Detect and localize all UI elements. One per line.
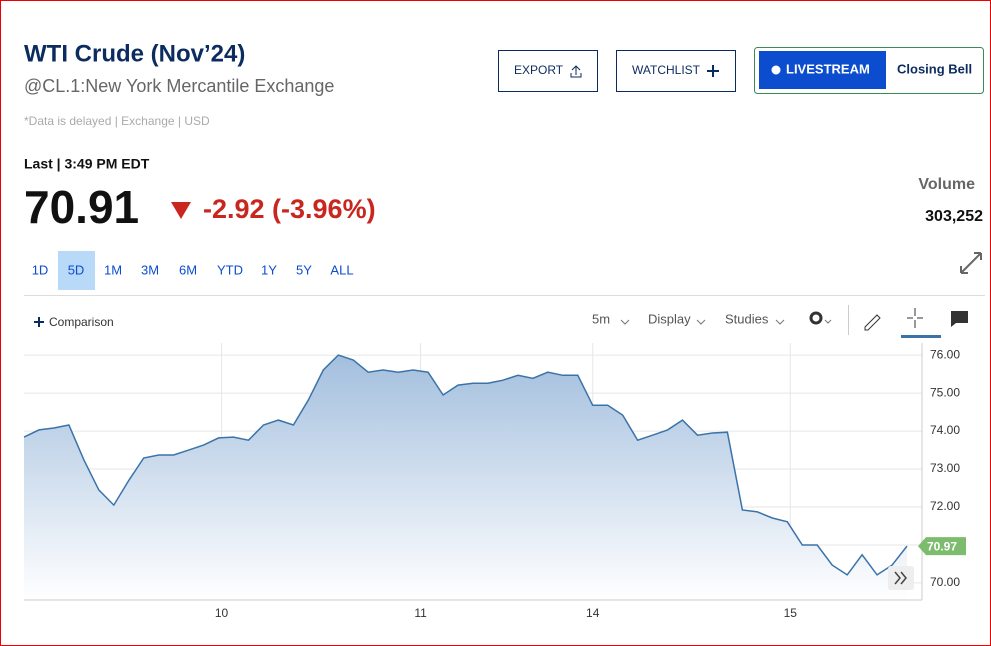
comment-icon[interactable] xyxy=(951,311,968,327)
subtitle: @CL.1:New York Mercantile Exchange xyxy=(24,76,334,96)
livestream-label[interactable]: LIVESTREAM xyxy=(786,61,870,76)
scroll-button[interactable] xyxy=(888,566,914,590)
expand-icon[interactable] xyxy=(960,252,982,274)
chart: 70.0071.0072.0073.0074.0075.0076.0010111… xyxy=(23,343,966,620)
price-line xyxy=(23,354,908,576)
comparison-icon[interactable] xyxy=(34,317,44,327)
scroll-icon[interactable] xyxy=(894,571,907,585)
x-tick-label: 14 xyxy=(586,606,600,620)
down-arrow xyxy=(171,202,191,219)
range-tab[interactable]: ALL xyxy=(330,262,353,277)
range-tab[interactable]: 3M xyxy=(141,262,159,277)
display[interactable]: Display xyxy=(648,311,691,326)
range-tab[interactable]: 5Y xyxy=(296,262,312,277)
comparison[interactable]: Comparison xyxy=(49,315,114,329)
delay-note: *Data is delayed | Exchange | USD xyxy=(24,114,210,128)
volume-label: Volume xyxy=(918,176,975,193)
crosshair-icon[interactable] xyxy=(907,308,923,328)
studies[interactable]: Studies xyxy=(725,311,769,326)
y-tick-label: 72.00 xyxy=(930,499,960,513)
range-tab[interactable]: 1Y xyxy=(261,262,277,277)
range-tab[interactable]: 6M xyxy=(179,262,197,277)
area xyxy=(24,355,908,600)
range-tab[interactable]: 5D xyxy=(68,262,85,277)
last-tag xyxy=(918,537,966,556)
title: WTI Crude (Nov’24) xyxy=(24,40,245,67)
settings-icon[interactable] xyxy=(809,311,823,325)
range-tab[interactable]: 1M xyxy=(104,262,122,277)
y-tick-label: 76.00 xyxy=(930,347,960,361)
volume: 303,252 xyxy=(925,208,983,225)
price: 70.91 xyxy=(24,181,139,233)
x-tick-label: 15 xyxy=(784,606,798,620)
export-button[interactable] xyxy=(498,50,598,92)
range-tab[interactable]: 1D xyxy=(32,262,49,277)
last-time: Last | 3:49 PM EDT xyxy=(24,156,150,172)
range-tab[interactable]: YTD xyxy=(217,262,243,277)
interval[interactable]: 5m xyxy=(592,311,610,326)
export-label[interactable]: EXPORT xyxy=(514,63,564,77)
last-label: 70.97 xyxy=(927,539,957,553)
x-tick-label: 11 xyxy=(414,606,427,620)
draw-icon[interactable] xyxy=(864,314,881,331)
watchlist-label[interactable]: WATCHLIST xyxy=(632,63,701,77)
y-tick-label: 74.00 xyxy=(930,423,960,437)
dropdown-carets xyxy=(620,319,832,325)
range-selected xyxy=(58,251,95,290)
y-tick-label: 73.00 xyxy=(930,461,960,475)
change: -2.92 (-3.96%) xyxy=(203,194,376,224)
range-tabs: 1D 5D 1M 3M 6M YTD 1Y 5Y ALL xyxy=(32,251,354,290)
live-dot xyxy=(771,65,781,75)
y-tick-label: 75.00 xyxy=(930,385,960,399)
x-tick-label: 10 xyxy=(215,606,229,620)
crosshair-active xyxy=(901,335,941,338)
plus-icon[interactable] xyxy=(707,65,719,77)
closing-bell[interactable]: Closing Bell xyxy=(897,61,972,76)
y-tick-label: 70.00 xyxy=(930,575,960,589)
export-icon[interactable] xyxy=(570,65,582,78)
